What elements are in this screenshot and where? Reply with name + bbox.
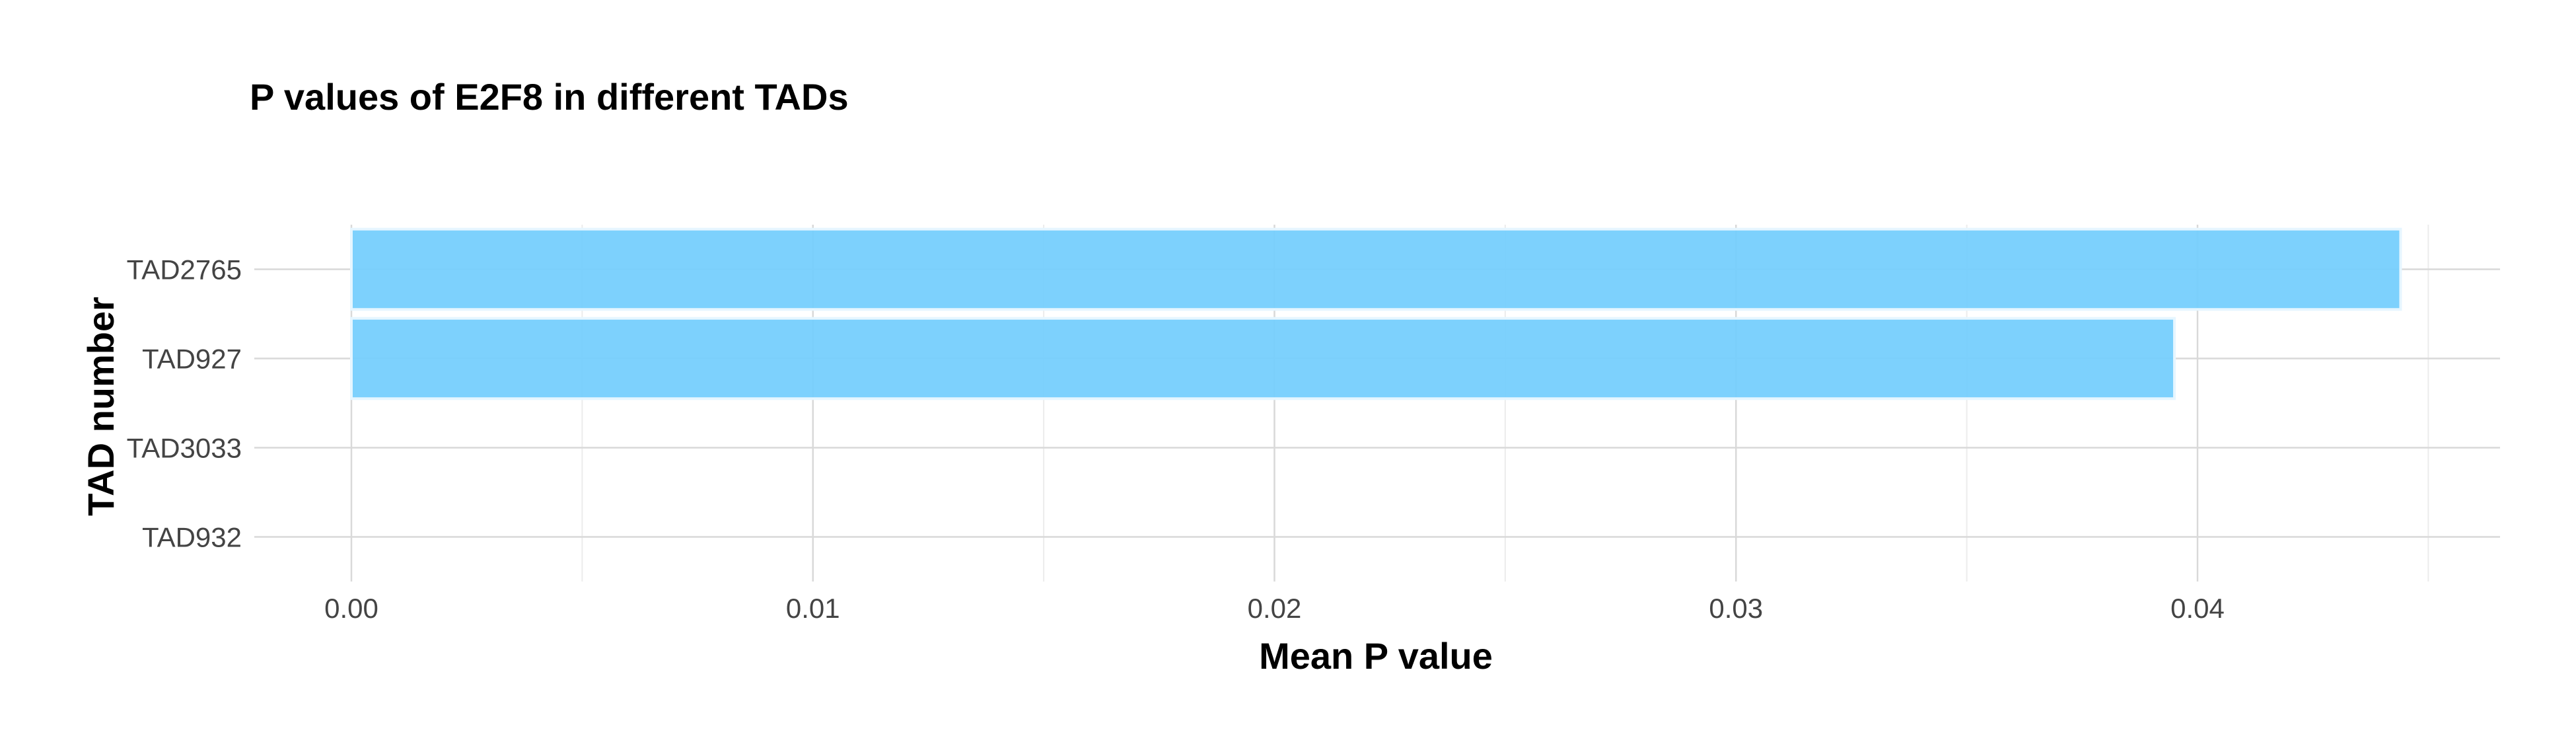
bar-tad2765 [350, 227, 2402, 311]
x-axis-title: Mean P value [1259, 635, 1493, 677]
x-tick-label: 0.03 [1709, 593, 1763, 624]
chart-title: P values of E2F8 in different TADs [250, 76, 849, 118]
x-tick-label: 0.02 [1248, 593, 1302, 624]
y-tick-label: TAD2765 [127, 254, 242, 285]
x-tick-labels: 0.00 0.01 0.02 0.03 0.04 [324, 593, 2225, 624]
y-tick-labels: TAD2765 TAD927 TAD3033 TAD932 [127, 254, 242, 553]
x-tick-label: 0.04 [2170, 593, 2225, 624]
bars [350, 227, 2402, 400]
x-tick-label: 0.00 [324, 593, 378, 624]
bar-tad927 [350, 317, 2176, 400]
y-tick-label: TAD932 [142, 522, 242, 553]
y-tick-label: TAD927 [142, 344, 242, 375]
y-axis-title: TAD number [80, 297, 122, 516]
y-tick-label: TAD3033 [127, 433, 242, 464]
x-tick-label: 0.01 [786, 593, 840, 624]
